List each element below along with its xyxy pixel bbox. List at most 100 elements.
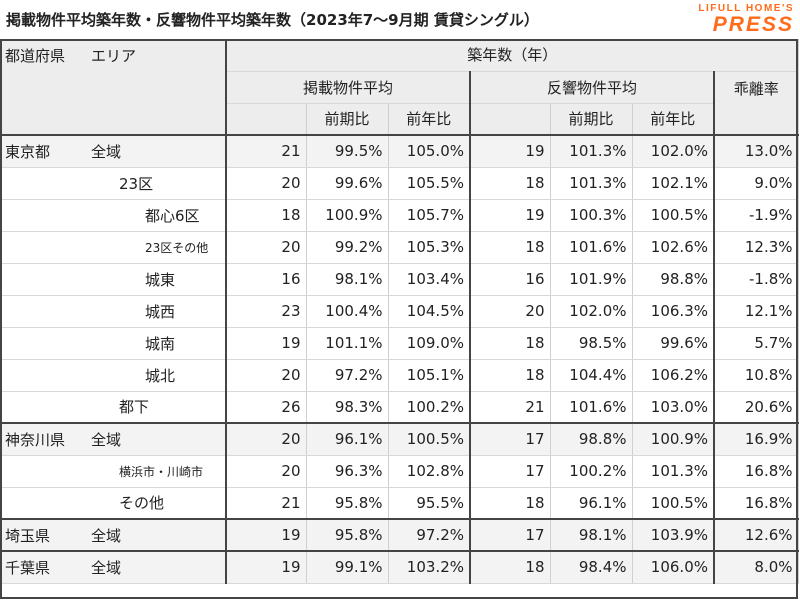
listed-avg-cell: 19 bbox=[226, 327, 307, 360]
listed-avg-cell: 21 bbox=[226, 487, 307, 520]
header-responded-qoq: 前期比 bbox=[550, 103, 633, 136]
responded-yoy-cell: 99.6% bbox=[632, 327, 715, 360]
header-gap: 乖離率 bbox=[714, 71, 799, 136]
header-pref-area: 都道府県 エリア bbox=[0, 39, 227, 136]
area-name: その他 bbox=[119, 494, 165, 513]
responded-qoq-cell: 104.4% bbox=[550, 359, 633, 392]
responded-qoq-cell: 101.3% bbox=[550, 167, 633, 200]
gap-rate-cell: 12.6% bbox=[714, 518, 799, 552]
responded-qoq-cell: 96.1% bbox=[550, 487, 633, 520]
header-listed: 掲載物件平均 bbox=[226, 71, 471, 104]
listed-avg-cell: 23 bbox=[226, 295, 307, 328]
listed-avg-cell: 26 bbox=[226, 391, 307, 424]
gap-rate-cell: 16.8% bbox=[714, 455, 799, 488]
responded-yoy-cell: 106.3% bbox=[632, 295, 715, 328]
listed-yoy-cell: 105.5% bbox=[388, 167, 471, 200]
logo-bottom-text: PRESS bbox=[712, 13, 794, 36]
listed-yoy-cell: 95.5% bbox=[388, 487, 471, 520]
gap-rate-cell: -1.8% bbox=[714, 263, 799, 296]
responded-qoq-cell: 101.6% bbox=[550, 231, 633, 264]
responded-avg-cell: 18 bbox=[470, 359, 551, 392]
listed-qoq-cell: 97.2% bbox=[306, 359, 389, 392]
responded-avg-cell: 20 bbox=[470, 295, 551, 328]
page-title: 掲載物件平均築年数・反響物件平均築年数（2023年7～9月期 賃貸シングル） bbox=[6, 11, 539, 29]
responded-avg-cell: 21 bbox=[470, 391, 551, 424]
responded-yoy-cell: 103.9% bbox=[632, 518, 715, 552]
row-label-cell: 都下 bbox=[0, 391, 227, 424]
pref-name: 千葉県 bbox=[5, 558, 51, 577]
gap-rate-cell: 10.8% bbox=[714, 359, 799, 392]
table-row: 埼玉県 全域 19 95.8% 97.2% 17 98.1% 103.9% 12.6% bbox=[0, 518, 799, 552]
gap-rate-cell: 16.8% bbox=[714, 487, 799, 520]
listed-avg-cell: 20 bbox=[226, 359, 307, 392]
row-label-cell: 城南 bbox=[0, 327, 227, 360]
listed-qoq-cell: 101.1% bbox=[306, 327, 389, 360]
responded-avg-cell: 16 bbox=[470, 263, 551, 296]
listed-qoq-cell: 100.9% bbox=[306, 199, 389, 232]
responded-qoq-cell: 101.3% bbox=[550, 134, 633, 168]
area-name: 城南 bbox=[145, 334, 176, 353]
listed-avg-cell: 20 bbox=[226, 231, 307, 264]
responded-yoy-cell: 98.8% bbox=[632, 263, 715, 296]
table-row: 都下 26 98.3% 100.2% 21 101.6% 103.0% 20.6% bbox=[0, 391, 799, 424]
responded-yoy-cell: 102.0% bbox=[632, 134, 715, 168]
gap-rate-cell: 12.1% bbox=[714, 295, 799, 328]
listed-qoq-cell: 99.1% bbox=[306, 550, 389, 584]
table-row: その他 21 95.8% 95.5% 18 96.1% 100.5% 16.8% bbox=[0, 487, 799, 520]
table-row: 城南 19 101.1% 109.0% 18 98.5% 99.6% 5.7% bbox=[0, 327, 799, 360]
responded-yoy-cell: 100.9% bbox=[632, 422, 715, 456]
gap-rate-cell: -1.9% bbox=[714, 199, 799, 232]
responded-avg-cell: 18 bbox=[470, 550, 551, 584]
header-listed-qoq: 前期比 bbox=[306, 103, 389, 136]
listed-qoq-cell: 95.8% bbox=[306, 487, 389, 520]
row-label-cell: 埼玉県 全域 bbox=[0, 518, 227, 552]
gap-rate-cell: 20.6% bbox=[714, 391, 799, 424]
responded-qoq-cell: 100.3% bbox=[550, 199, 633, 232]
header-responded: 反響物件平均 bbox=[470, 71, 715, 104]
area-name: 城北 bbox=[145, 366, 176, 385]
gap-rate-cell: 12.3% bbox=[714, 231, 799, 264]
table-row: 千葉県 全域 19 99.1% 103.2% 18 98.4% 106.0% 8.0% bbox=[0, 550, 799, 584]
area-name: 都心6区 bbox=[145, 206, 200, 225]
responded-yoy-cell: 100.5% bbox=[632, 487, 715, 520]
header-pref: 都道府県 bbox=[5, 47, 66, 65]
listed-yoy-cell: 103.2% bbox=[388, 550, 471, 584]
listed-qoq-cell: 98.1% bbox=[306, 263, 389, 296]
table-row: 23区 20 99.6% 105.5% 18 101.3% 102.1% 9.0% bbox=[0, 167, 799, 200]
responded-avg-cell: 18 bbox=[470, 487, 551, 520]
responded-qoq-cell: 101.6% bbox=[550, 391, 633, 424]
pref-name: 東京都 bbox=[5, 142, 51, 161]
row-label-cell: 23区その他 bbox=[0, 231, 227, 264]
responded-yoy-cell: 102.6% bbox=[632, 231, 715, 264]
listed-yoy-cell: 103.4% bbox=[388, 263, 471, 296]
responded-avg-cell: 17 bbox=[470, 422, 551, 456]
table-row: 城東 16 98.1% 103.4% 16 101.9% 98.8% -1.8% bbox=[0, 263, 799, 296]
listed-yoy-cell: 105.0% bbox=[388, 134, 471, 168]
listed-qoq-cell: 98.3% bbox=[306, 391, 389, 424]
table-row: 横浜市・川崎市 20 96.3% 102.8% 17 100.2% 101.3% 16.8% bbox=[0, 455, 799, 488]
responded-qoq-cell: 98.4% bbox=[550, 550, 633, 584]
header-row-1: 都道府県 エリア 築年数（年） bbox=[0, 39, 799, 136]
header-age: 築年数（年） bbox=[226, 39, 799, 72]
responded-yoy-cell: 102.1% bbox=[632, 167, 715, 200]
row-label-cell: その他 bbox=[0, 487, 227, 520]
header-row-3: 前期比 前年比 前期比 前年比 bbox=[0, 103, 798, 136]
responded-yoy-cell: 106.2% bbox=[632, 359, 715, 392]
responded-qoq-cell: 102.0% bbox=[550, 295, 633, 328]
pref-name: 埼玉県 bbox=[5, 526, 51, 545]
listed-qoq-cell: 99.5% bbox=[306, 134, 389, 168]
listed-avg-cell: 20 bbox=[226, 167, 307, 200]
table-row: 城北 20 97.2% 105.1% 18 104.4% 106.2% 10.8% bbox=[0, 359, 799, 392]
listed-avg-cell: 21 bbox=[226, 134, 307, 168]
row-label-cell: 横浜市・川崎市 bbox=[0, 455, 227, 488]
responded-avg-cell: 17 bbox=[470, 518, 551, 552]
area-name: 城西 bbox=[145, 302, 176, 321]
listed-avg-cell: 20 bbox=[226, 455, 307, 488]
area-name: 全域 bbox=[91, 142, 122, 161]
gap-rate-cell: 9.0% bbox=[714, 167, 799, 200]
listed-yoy-cell: 100.5% bbox=[388, 422, 471, 456]
responded-avg-cell: 18 bbox=[470, 327, 551, 360]
gap-rate-cell: 8.0% bbox=[714, 550, 799, 584]
header-listed-yoy: 前年比 bbox=[388, 103, 471, 136]
title-bar: 掲載物件平均築年数・反響物件平均築年数（2023年7～9月期 賃貸シングル） L… bbox=[0, 0, 800, 38]
